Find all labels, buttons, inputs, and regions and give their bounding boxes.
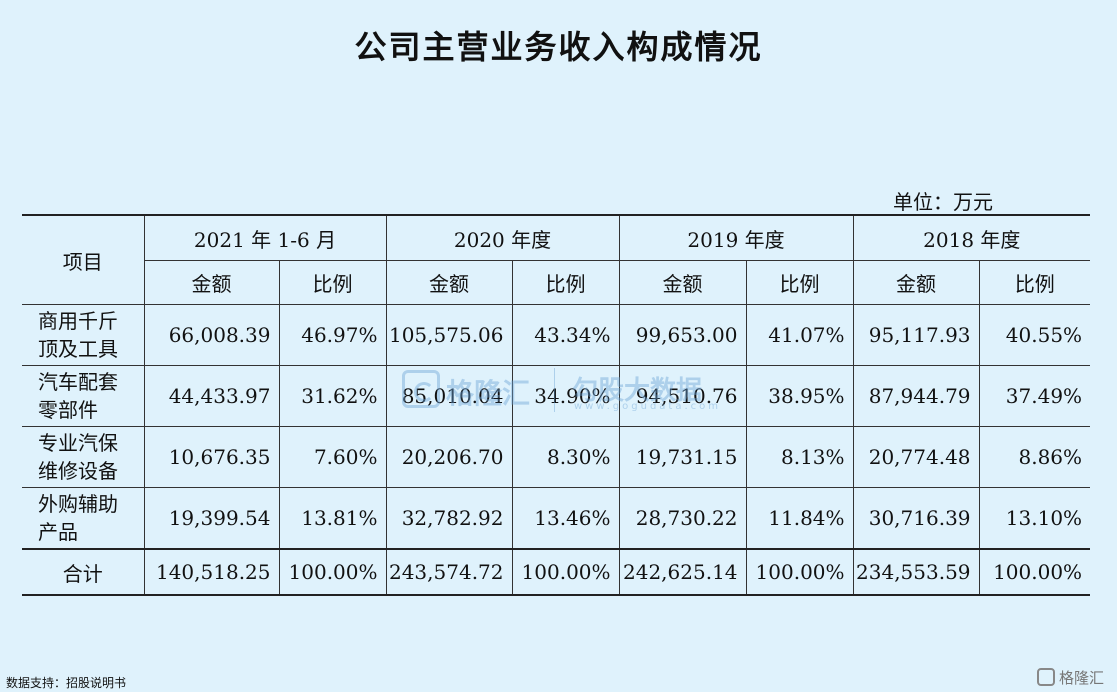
- ratio-cell: 8.86%: [978, 426, 1091, 488]
- ratio-header: 比例: [745, 260, 854, 305]
- amount-cell: 10,676.35: [143, 426, 280, 488]
- total-amount-cell: 234,553.59: [852, 548, 980, 596]
- ratio-cell: 13.81%: [278, 487, 387, 550]
- period-header: 2020 年度: [385, 215, 620, 261]
- ratio-cell: 11.84%: [745, 487, 854, 550]
- corner-logo-text: 格隆汇: [1059, 669, 1105, 687]
- total-ratio-cell: 100.00%: [745, 548, 854, 596]
- amount-cell: 19,399.54: [143, 487, 280, 550]
- period-header: 2021 年 1-6 月: [143, 215, 387, 261]
- ratio-cell: 31.62%: [278, 365, 387, 427]
- ratio-cell: 13.46%: [511, 487, 620, 550]
- row-label: 汽车配套 零部件: [22, 365, 145, 427]
- amount-cell: 20,774.48: [852, 426, 980, 488]
- total-amount-cell: 243,574.72: [385, 548, 513, 596]
- source-note: 数据支持：招股说明书: [6, 676, 127, 690]
- total-amount-cell: 242,625.14: [618, 548, 747, 596]
- table-row: 商用千斤 顶及工具 66,008.39 46.97% 105,575.06 43.…: [22, 304, 1091, 366]
- amount-cell: 30,716.39: [852, 487, 980, 550]
- ratio-cell: 7.60%: [278, 426, 387, 488]
- item-header: 项目: [22, 215, 145, 305]
- total-label: 合计: [22, 548, 145, 596]
- period-header: 2018 年度: [852, 215, 1091, 261]
- amount-cell: 20,206.70: [385, 426, 513, 488]
- table-row: 外购辅助 产品 19,399.54 13.81% 32,782.92 13.46%…: [22, 487, 1091, 550]
- ratio-cell: 13.10%: [978, 487, 1091, 550]
- total-ratio-cell: 100.00%: [511, 548, 620, 596]
- brand-logo-icon: [1037, 668, 1055, 686]
- unit-label: 单位：万元: [893, 190, 993, 214]
- ratio-header: 比例: [278, 260, 387, 305]
- amount-cell: 28,730.22: [618, 487, 747, 550]
- amount-header: 金额: [618, 260, 747, 305]
- total-row: 合计 140,518.25 100.00% 243,574.72 100.00%…: [22, 548, 1091, 596]
- amount-header: 金额: [385, 260, 513, 305]
- revenue-table: 项目 2021 年 1-6 月 2020 年度 2019 年度 2018 年度 …: [22, 214, 1091, 596]
- amount-cell: 32,782.92: [385, 487, 513, 550]
- ratio-header: 比例: [978, 260, 1091, 305]
- total-amount-cell: 140,518.25: [143, 548, 280, 596]
- amount-cell: 44,433.97: [143, 365, 280, 427]
- row-label: 商用千斤 顶及工具: [22, 304, 145, 366]
- amount-cell: 105,575.06: [385, 304, 513, 366]
- total-ratio-cell: 100.00%: [978, 548, 1091, 596]
- amount-cell: 87,944.79: [852, 365, 980, 427]
- amount-cell: 85,010.04: [385, 365, 513, 427]
- ratio-cell: 43.34%: [511, 304, 620, 366]
- ratio-header: 比例: [511, 260, 620, 305]
- amount-cell: 19,731.15: [618, 426, 747, 488]
- page-title: 公司主营业务收入构成情况: [354, 28, 763, 66]
- amount-cell: 95,117.93: [852, 304, 980, 366]
- amount-cell: 94,510.76: [618, 365, 747, 427]
- ratio-cell: 40.55%: [978, 304, 1091, 366]
- amount-header: 金额: [852, 260, 980, 305]
- table-row: 专业汽保 维修设备 10,676.35 7.60% 20,206.70 8.30%…: [22, 426, 1091, 488]
- amount-cell: 99,653.00: [618, 304, 747, 366]
- amount-header: 金额: [144, 260, 280, 305]
- period-header: 2019 年度: [618, 215, 854, 261]
- total-ratio-cell: 100.00%: [278, 548, 387, 596]
- ratio-cell: 8.13%: [745, 426, 854, 488]
- corner-logo: 格隆汇: [1037, 666, 1111, 688]
- table-row: 汽车配套 零部件 44,433.97 31.62% 85,010.04 34.90…: [22, 365, 1091, 427]
- ratio-cell: 34.90%: [511, 365, 620, 427]
- amount-cell: 66,008.39: [143, 304, 280, 366]
- ratio-cell: 46.97%: [278, 304, 387, 366]
- row-label: 专业汽保 维修设备: [22, 426, 145, 488]
- ratio-cell: 37.49%: [978, 365, 1091, 427]
- ratio-cell: 38.95%: [745, 365, 854, 427]
- ratio-cell: 8.30%: [511, 426, 620, 488]
- ratio-cell: 41.07%: [745, 304, 854, 366]
- row-label: 外购辅助 产品: [22, 487, 145, 550]
